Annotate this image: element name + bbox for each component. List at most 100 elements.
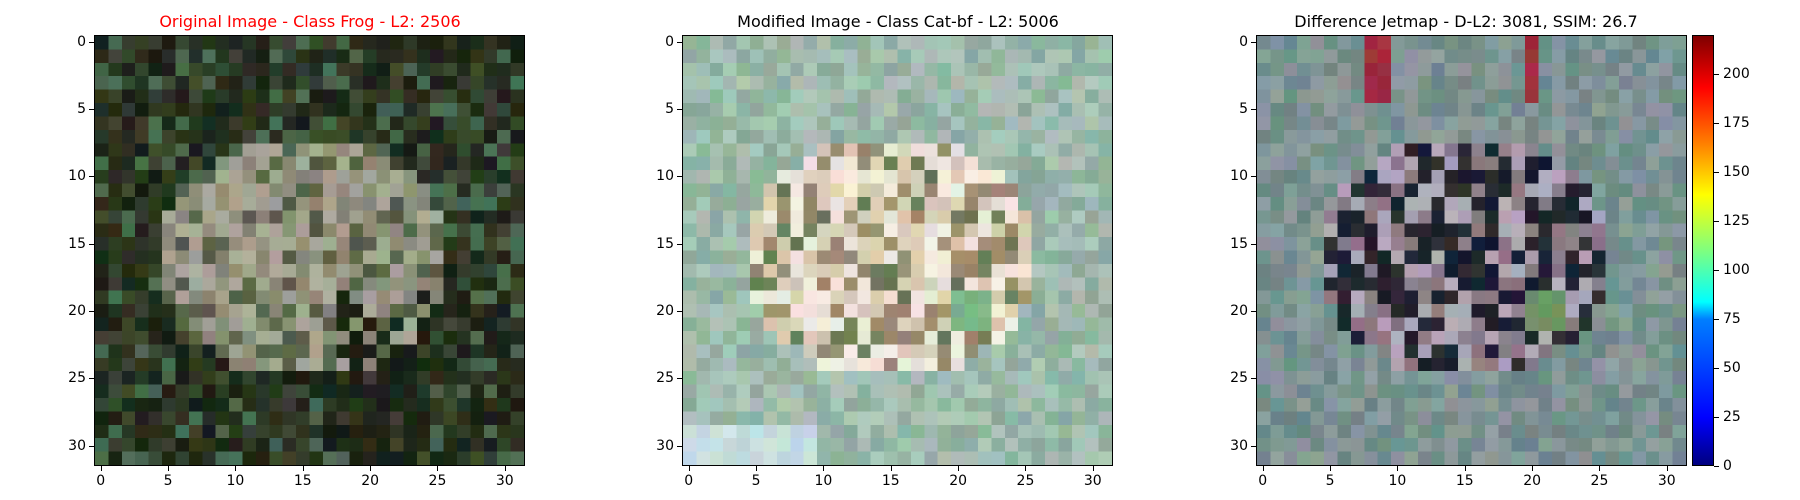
- y-tick: [677, 378, 682, 380]
- x-tick-label: 0: [96, 473, 106, 489]
- y-tick-label: 0: [1239, 33, 1248, 50]
- y-tick-label: 10: [68, 168, 86, 185]
- y-tick: [1251, 445, 1256, 447]
- x-tick: [1262, 466, 1264, 471]
- y-tick-label: 25: [68, 370, 86, 387]
- x-tick-label: 15: [1455, 473, 1474, 489]
- colorbar-tick: [1714, 123, 1719, 125]
- x-tick-label: 10: [814, 473, 833, 489]
- x-tick: [1666, 466, 1668, 471]
- y-tick: [677, 243, 682, 245]
- y-tick-label: 25: [1230, 370, 1248, 387]
- y-tick: [1251, 243, 1256, 245]
- colorbar-tick: [1714, 221, 1719, 223]
- y-tick-label: 20: [68, 303, 86, 320]
- x-tick: [1397, 466, 1399, 471]
- y-tick: [677, 445, 682, 447]
- colorbar-tick: [1714, 74, 1719, 76]
- x-tick-label: 25: [428, 473, 447, 489]
- x-tick: [504, 466, 506, 471]
- x-tick-label: 0: [684, 473, 694, 489]
- x-tick-label: 5: [751, 473, 761, 489]
- y-tick-label: 20: [656, 303, 674, 320]
- x-tick-label: 20: [361, 473, 380, 489]
- x-tick: [756, 466, 758, 471]
- colorbar-tick: [1714, 466, 1719, 467]
- x-tick-label: 10: [226, 473, 245, 489]
- x-tick: [1092, 466, 1094, 471]
- colorbar-tick-label: 50: [1723, 360, 1741, 377]
- y-tick: [89, 311, 94, 313]
- original-image-canvas: [95, 36, 524, 465]
- y-tick-label: 30: [656, 437, 674, 454]
- y-tick-label: 5: [665, 101, 674, 118]
- y-tick-label: 15: [68, 235, 86, 252]
- x-tick: [823, 466, 825, 471]
- colorbar-tick: [1714, 417, 1719, 419]
- original-image: [94, 35, 525, 466]
- y-tick: [1251, 378, 1256, 380]
- y-tick: [1251, 109, 1256, 111]
- x-tick-label: 15: [293, 473, 312, 489]
- x-tick-label: 20: [1523, 473, 1542, 489]
- y-tick-label: 30: [68, 437, 86, 454]
- colorbar-tick-label: 75: [1723, 311, 1741, 328]
- x-tick-label: 0: [1258, 473, 1268, 489]
- y-tick: [89, 445, 94, 447]
- y-tick: [89, 378, 94, 380]
- y-tick: [677, 109, 682, 111]
- x-tick: [1330, 466, 1332, 471]
- colorbar-tick-label: 200: [1723, 66, 1750, 83]
- x-tick-label: 30: [1083, 473, 1102, 489]
- colorbar-tick-label: 100: [1723, 262, 1750, 279]
- modified-image: [682, 35, 1113, 466]
- colorbar-tick: [1714, 368, 1719, 370]
- x-tick: [1599, 466, 1601, 471]
- y-tick-label: 20: [1230, 303, 1248, 320]
- y-tick: [1251, 41, 1256, 43]
- x-tick-label: 25: [1590, 473, 1609, 489]
- colorbar-tick-label: 125: [1723, 213, 1750, 230]
- y-tick: [1251, 311, 1256, 313]
- x-tick: [890, 466, 892, 471]
- y-tick-label: 30: [1230, 437, 1248, 454]
- x-tick-label: 25: [1016, 473, 1035, 489]
- y-tick: [89, 243, 94, 245]
- x-tick: [168, 466, 170, 471]
- colorbar-tick: [1714, 319, 1719, 321]
- y-tick: [677, 176, 682, 178]
- y-tick-label: 5: [77, 101, 86, 118]
- colorbar-tick-label: 25: [1723, 409, 1741, 426]
- x-tick: [437, 466, 439, 471]
- y-tick-label: 15: [656, 235, 674, 252]
- y-tick-label: 25: [656, 370, 674, 387]
- x-tick-label: 5: [1325, 473, 1335, 489]
- y-tick-label: 5: [1239, 101, 1248, 118]
- x-tick-label: 30: [1657, 473, 1676, 489]
- y-tick-label: 10: [656, 168, 674, 185]
- y-tick: [677, 41, 682, 43]
- y-tick: [89, 109, 94, 111]
- panel-difference-title: Difference Jetmap - D-L2: 3081, SSIM: 26…: [1294, 12, 1638, 31]
- y-tick-label: 10: [1230, 168, 1248, 185]
- difference-jetmap-image: [1256, 35, 1687, 466]
- panel-original-title: Original Image - Class Frog - L2: 2506: [159, 12, 461, 31]
- y-tick: [677, 311, 682, 313]
- jet-colorbar: [1692, 35, 1714, 466]
- x-tick-label: 20: [949, 473, 968, 489]
- x-tick: [1532, 466, 1534, 471]
- x-tick-label: 15: [881, 473, 900, 489]
- colorbar-tick-label: 150: [1723, 164, 1750, 181]
- x-tick-label: 5: [163, 473, 173, 489]
- y-tick-label: 0: [665, 33, 674, 50]
- x-tick: [688, 466, 690, 471]
- y-tick: [89, 41, 94, 43]
- panel-modified-title: Modified Image - Class Cat-bf - L2: 5006: [737, 12, 1059, 31]
- x-tick: [1464, 466, 1466, 471]
- x-tick: [302, 466, 304, 471]
- x-tick: [958, 466, 960, 471]
- colorbar-tick-label: 175: [1723, 115, 1750, 132]
- x-tick-label: 10: [1388, 473, 1407, 489]
- modified-image-canvas: [683, 36, 1112, 465]
- colorbar-tick: [1714, 172, 1719, 174]
